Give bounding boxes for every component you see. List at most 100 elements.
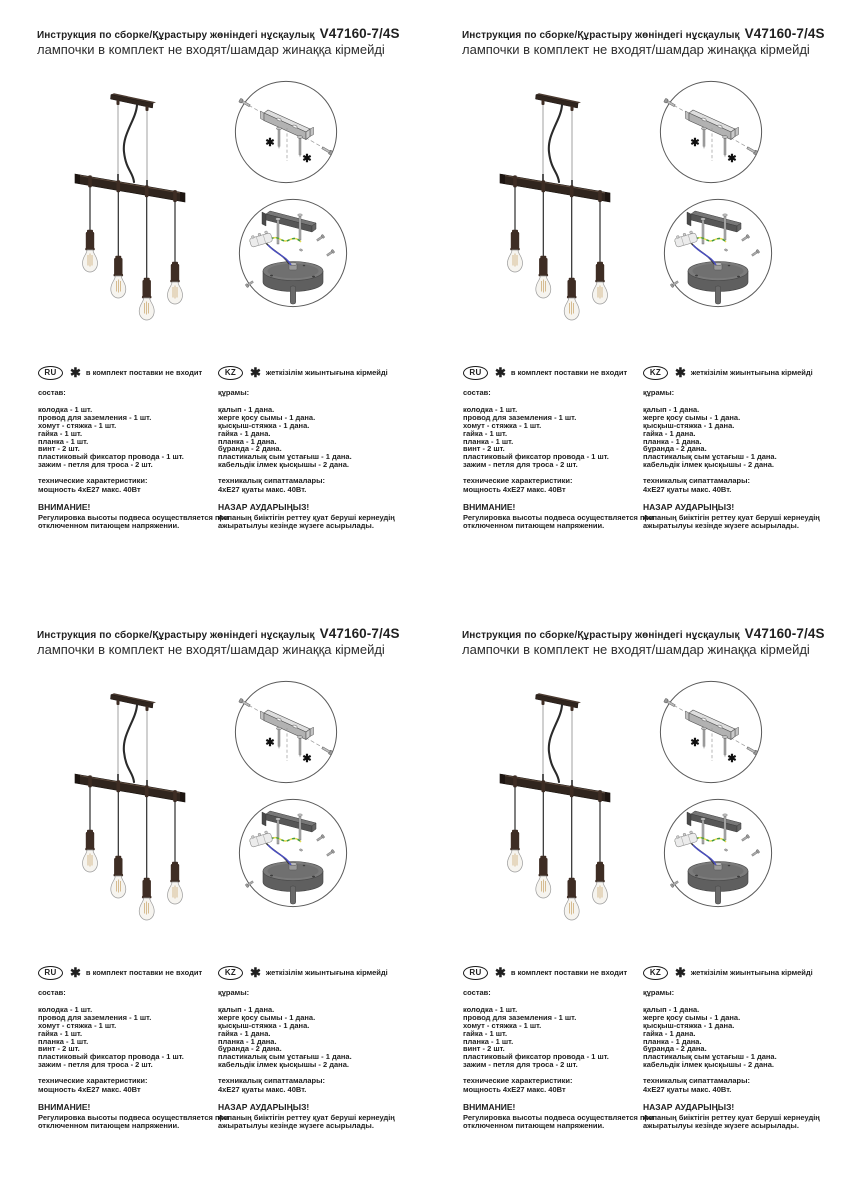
list-item: қалып - 1 дана.	[218, 404, 275, 414]
wall-screw-left	[663, 98, 676, 108]
ru-language-badge: RU	[38, 366, 63, 380]
bracket-screw-2	[722, 735, 728, 758]
asterisk-symbol: ✱	[70, 965, 81, 981]
bracket-screw-2	[297, 735, 303, 758]
ground-wire	[270, 836, 302, 843]
assembly-instruction-title: Инструкция по сборке/Құрастыру жөніндегі…	[462, 30, 740, 41]
list-item: планка - 1 дана.	[218, 436, 277, 446]
ru-parts-heading: состав:	[38, 388, 66, 397]
list-item: хомут - стяжка - 1 шт.	[38, 420, 117, 430]
small-screw-2	[741, 834, 750, 842]
kz-parts-heading: құрамы:	[218, 988, 250, 997]
list-item: қалып - 1 дана.	[643, 1004, 700, 1014]
canopy-screw-long-1	[700, 817, 706, 845]
kz-lang-row: KZ ✱ жеткізілім жиынтығына кірмейді	[643, 966, 848, 980]
ru-parts-list: колодка - 1 шт. провод для заземления - …	[463, 1006, 641, 1069]
ru-not-included-note: в комплект поставки не входит	[85, 368, 203, 378]
list-item: зажим - петля для троса - 2 шт.	[38, 1060, 153, 1070]
ru-warning-heading: ВНИМАНИЕ!	[38, 501, 91, 512]
bulb-1	[507, 829, 523, 873]
small-screw-1	[670, 280, 679, 288]
list-item: жерге қосу сымы - 1 дана.	[643, 412, 741, 422]
bracket-screw-1	[701, 726, 707, 749]
small-screw-2	[316, 834, 325, 842]
ru-lang-row: RU ✱ в комплект поставки не входит	[463, 966, 641, 980]
bulbs-not-included-subtitle: лампочки в комплект не входят/шамдар жин…	[462, 642, 810, 657]
ru-specs-value: мощность 4хЕ27 макс. 40Вт	[463, 1084, 566, 1094]
small-screw-3	[751, 249, 760, 257]
bulb-2	[110, 255, 127, 299]
kz-specs-value: 4хЕ27 қуаты макс. 40Вт.	[218, 1084, 307, 1094]
not-included-asterisk: ✱	[727, 153, 736, 165]
pendant-lamp-illustration	[74, 93, 186, 321]
kz-language-badge: KZ	[643, 366, 668, 380]
wall-screw-right	[321, 746, 333, 755]
wall-screw-right	[746, 146, 758, 155]
assembly-instruction-title: Инструкция по сборке/Құрастыру жөніндегі…	[462, 630, 740, 641]
bracket-screw-1	[276, 726, 282, 749]
list-item: пластикалық сым ұстағыш - 1 дана.	[643, 1052, 777, 1062]
list-item: жерге қосу сымы - 1 дана.	[218, 412, 316, 422]
list-item: планка - 1 дана.	[643, 436, 702, 446]
bracket-screw-1	[701, 126, 707, 149]
ru-lang-row: RU ✱ в комплект поставки не входит	[38, 366, 216, 380]
small-screw-1	[245, 280, 254, 288]
kz-not-included-note: жеткізілім жиынтығына кірмейді	[265, 368, 388, 378]
kz-language-badge: KZ	[218, 966, 243, 980]
list-item: бұранда - 2 дана.	[218, 1044, 282, 1054]
small-screw-3	[326, 249, 335, 257]
list-item: пластикалық сым ұстағыш - 1 дана.	[218, 452, 352, 462]
list-item: винт - 2 шт.	[38, 444, 80, 454]
list-item: кабельдік ілмек қысқышы - 2 дана.	[643, 460, 774, 470]
ru-not-included-note: в комплект поставки не входит	[85, 968, 203, 978]
bulb-1	[507, 229, 523, 273]
kz-specs-heading: техникалық сипаттамалары:	[218, 476, 326, 486]
ru-warning-text: Регулировка высоты подвеса осуществляетс…	[463, 1112, 654, 1131]
pendant-lamp-illustration	[499, 93, 611, 321]
neutral-wire	[267, 844, 292, 866]
kz-language-badge: KZ	[643, 966, 668, 980]
kz-section: KZ ✱ жеткізілім жиынтығына кірмейді құра…	[218, 966, 423, 1131]
not-included-asterisk: ✱	[265, 737, 274, 749]
terminal-block	[674, 230, 698, 248]
neutral-wire	[267, 244, 292, 266]
list-item: планка - 1 дана.	[218, 1036, 277, 1046]
canopy-screw-long-1	[275, 217, 281, 245]
ru-warning-text: Регулировка высоты подвеса осуществляетс…	[38, 512, 229, 531]
list-item: гайка - 1 дана.	[643, 1028, 696, 1038]
bracket-mounting-diagram: ✱ ✱	[659, 80, 763, 184]
list-item: гайка - 1 шт.	[38, 428, 83, 438]
kz-not-included-note: жеткізілім жиынтығына кірмейді	[265, 968, 388, 978]
kz-specs-value: 4хЕ27 қуаты макс. 40Вт.	[218, 484, 307, 494]
kz-section: KZ ✱ жеткізілім жиынтығына кірмейді құра…	[643, 966, 848, 1131]
ru-specs-heading: технические характеристики:	[463, 1076, 573, 1086]
bulb-1	[82, 829, 98, 873]
list-item: винт - 2 шт.	[463, 444, 505, 454]
small-screw-3	[326, 849, 335, 857]
ru-section: RU ✱ в комплект поставки не входит соста…	[38, 965, 229, 1131]
ru-section: RU ✱ в комплект поставки не входит соста…	[38, 366, 229, 531]
model-number: V47160-7/4S	[744, 26, 825, 41]
ru-specs: технические характеристики: мощность 4хЕ…	[463, 476, 641, 495]
list-item: кабельдік ілмек қысқышы - 2 дана.	[643, 1060, 774, 1070]
ru-language-badge: RU	[463, 966, 488, 980]
kz-section: KZ ✱ жеткізілім жиынтығына кірмейді құра…	[643, 366, 848, 531]
title-line: Инструкция по сборке/Құрастыру жөніндегі…	[462, 26, 844, 41]
ru-parts-list: колодка - 1 шт. провод для заземления - …	[38, 406, 216, 469]
asterisk-symbol: ✱	[250, 965, 261, 981]
kz-parts-heading: құрамы:	[643, 388, 675, 397]
list-item: зажим - петля для троса - 2 шт.	[463, 1060, 578, 1070]
kz-warning-text: Аспаның биіктігін реттеу қуат беруші кер…	[218, 512, 395, 531]
list-item: планка - 1 шт.	[38, 436, 89, 446]
list-item: жерге қосу сымы - 1 дана.	[218, 1012, 316, 1022]
kz-parts-list: қалып - 1 дана. жерге қосу сымы - 1 дана…	[218, 406, 423, 469]
list-item: бұранда - 2 дана.	[643, 444, 707, 454]
not-included-asterisk: ✱	[302, 153, 311, 165]
kz-warning-heading: НАЗАР АУДАРЫҢЫЗ!	[643, 1101, 735, 1112]
list-item: зажим - петля для троса - 2 шт.	[38, 460, 153, 470]
kz-warning-text: Аспаның биіктігін реттеу қуат беруші кер…	[218, 1112, 395, 1131]
list-item: провод для заземления - 1 шт.	[38, 412, 152, 422]
kz-specs-value: 4хЕ27 қуаты макс. 40Вт.	[643, 484, 732, 494]
pendant-lamp-illustration	[499, 693, 611, 921]
ru-parts-list: колодка - 1 шт. провод для заземления - …	[463, 406, 641, 469]
